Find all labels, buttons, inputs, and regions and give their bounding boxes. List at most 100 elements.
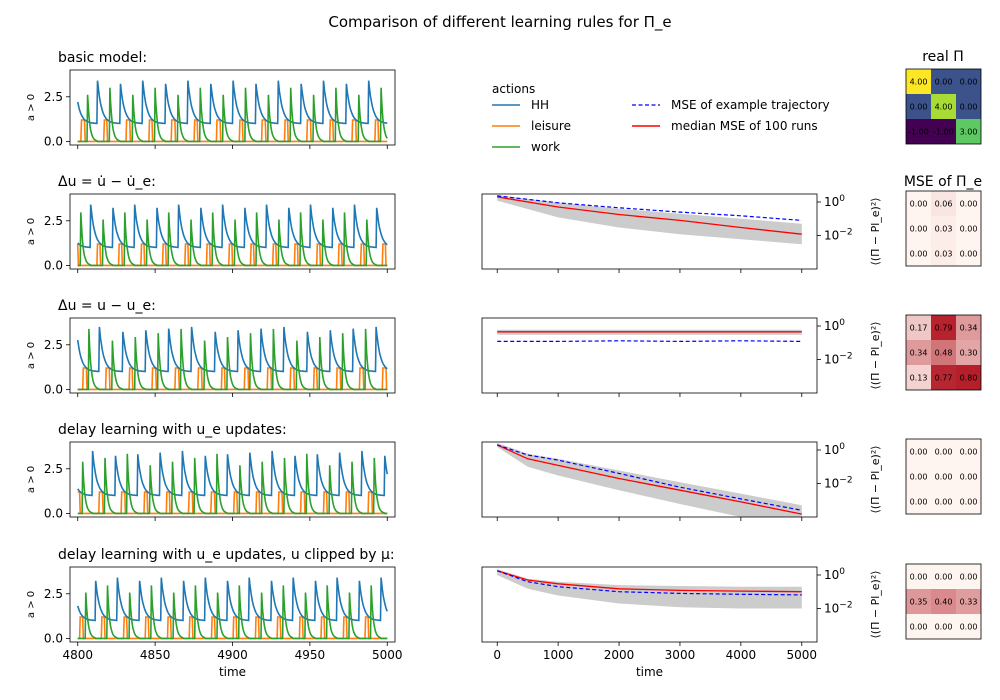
matrix-cell bbox=[931, 340, 956, 365]
series-hh bbox=[76, 326, 388, 373]
y-tick-label: 2.5 bbox=[44, 462, 63, 476]
y-axis-label: a > 0 bbox=[26, 342, 37, 369]
matrix-value: 0.48 bbox=[935, 349, 953, 358]
y-tick-label: 2.5 bbox=[44, 587, 63, 601]
series-work bbox=[77, 328, 388, 391]
matrix-value: 0.00 bbox=[910, 225, 928, 234]
activity-panel: Δu = u̇ − u̇_e: 0.0 2.5 a > 0 bbox=[26, 174, 396, 273]
series-example-mse bbox=[497, 444, 802, 511]
matrix-cell bbox=[931, 94, 956, 119]
matrix-value: 0.00 bbox=[910, 623, 928, 632]
series-median-mse bbox=[496, 444, 802, 515]
mse-matrix: 0.00 0.00 0.00 0.00 0.00 0.00 0.00 0.00 0.00 bbox=[905, 438, 982, 515]
matrix-cell bbox=[931, 614, 956, 639]
matrix-cell bbox=[956, 69, 981, 94]
matrix-cell bbox=[956, 614, 981, 639]
real-pi-title: real Π bbox=[922, 49, 964, 65]
matrix-cell bbox=[931, 315, 956, 340]
legend: actions HH leisure work MSE of example traj… bbox=[492, 82, 830, 154]
y-axis-label: ⟨(Π − Pl_e)²⟩ bbox=[869, 197, 882, 265]
matrix-cell bbox=[931, 241, 956, 266]
mse-matrix: 0.00 0.00 0.00 0.35 0.40 0.33 0.00 0.00 0.00 bbox=[905, 563, 982, 640]
series-hh bbox=[76, 577, 389, 622]
y-tick-label: 2.5 bbox=[44, 214, 63, 228]
mse-panel: 10−2 100 ⟨(Π − Pl_e)²⟩ 0 1000 2000 3000 4000 500… bbox=[481, 566, 882, 679]
mse-panel: 10−2 100 ⟨(Π − Pl_e)²⟩ bbox=[481, 441, 882, 521]
matrix-cell bbox=[906, 69, 931, 94]
x-tick-label: 5000 bbox=[372, 648, 403, 662]
y-tick-label: 0.0 bbox=[44, 631, 63, 645]
matrix-panels: 4.00 0.00 0.00 0.00 4.00 0.00 -1.00 -1.00 3.00 0.… bbox=[905, 68, 982, 640]
matrix-cell bbox=[906, 614, 931, 639]
matrix-frame bbox=[905, 438, 982, 515]
x-tick-label: 2000 bbox=[604, 648, 635, 662]
matrix-value: 0.00 bbox=[960, 200, 978, 209]
series-work bbox=[77, 212, 388, 267]
matrix-value: 0.00 bbox=[960, 448, 978, 457]
matrix-cell bbox=[906, 119, 931, 144]
matrix-value: 0.00 bbox=[960, 78, 978, 87]
matrix-cell bbox=[931, 464, 956, 489]
matrix-cell bbox=[956, 439, 981, 464]
series-median-mse bbox=[497, 570, 802, 593]
x-tick-label: 4800 bbox=[62, 648, 93, 662]
matrix-cell bbox=[906, 489, 931, 514]
activity-panels: basic model: 0.0 2.5 a > 0 Δu = u̇ − u̇_e: 0.… bbox=[26, 50, 403, 679]
matrix-value: 0.33 bbox=[960, 598, 978, 607]
matrix-value: 0.00 bbox=[960, 573, 978, 582]
y-tick-label: 10−2 bbox=[824, 475, 853, 490]
real-pi-matrix: 4.00 0.00 0.00 0.00 4.00 0.00 -1.00 -1.00 3.00 bbox=[905, 68, 982, 145]
matrix-value: 0.00 bbox=[960, 473, 978, 482]
series-median-mse bbox=[497, 196, 802, 235]
matrix-value: 0.79 bbox=[935, 324, 953, 333]
mse-band bbox=[497, 569, 802, 609]
matrix-value: 0.00 bbox=[935, 573, 953, 582]
matrix-cell bbox=[956, 119, 981, 144]
matrix-cell bbox=[906, 365, 931, 390]
legend-label: work bbox=[531, 140, 560, 154]
mse-band bbox=[497, 195, 802, 245]
matrix-value: -1.00 bbox=[933, 128, 954, 137]
matrix-cell bbox=[931, 564, 956, 589]
activity-panel: basic model: 0.0 2.5 a > 0 bbox=[26, 50, 396, 149]
legend-item: median MSE of 100 runs bbox=[632, 119, 818, 133]
series-hh bbox=[77, 204, 388, 249]
axes-frame bbox=[481, 193, 818, 270]
activity-panel: Δu = u − u_e: 0.0 2.5 a > 0 bbox=[26, 298, 396, 397]
y-tick-label: 0.0 bbox=[44, 382, 63, 396]
matrix-value: 0.00 bbox=[910, 250, 928, 259]
matrix-cell bbox=[956, 589, 981, 614]
matrix-value: 0.00 bbox=[935, 623, 953, 632]
matrix-value: 0.00 bbox=[910, 473, 928, 482]
matrix-cell bbox=[906, 464, 931, 489]
y-tick-label: 0.0 bbox=[44, 134, 63, 148]
series-leisure bbox=[77, 616, 388, 640]
matrix-value: 0.00 bbox=[960, 250, 978, 259]
panel-title: Δu = u̇ − u̇_e: bbox=[58, 174, 156, 190]
matrix-value: 0.00 bbox=[910, 448, 928, 457]
matrix-cell bbox=[956, 94, 981, 119]
y-axis-label: a > 0 bbox=[26, 591, 37, 618]
matrix-cell bbox=[956, 315, 981, 340]
x-tick-label: 4850 bbox=[140, 648, 171, 662]
y-tick-label: 10−2 bbox=[824, 227, 853, 242]
y-axis-label: a > 0 bbox=[26, 218, 37, 245]
matrix-cell bbox=[906, 315, 931, 340]
matrix-cell bbox=[956, 340, 981, 365]
matrix-cell bbox=[931, 119, 956, 144]
legend-item: work bbox=[492, 140, 560, 154]
matrix-cell bbox=[956, 241, 981, 266]
series-example-mse bbox=[497, 195, 802, 221]
matrix-value: 4.00 bbox=[910, 78, 928, 87]
matrix-cell bbox=[931, 365, 956, 390]
y-tick-label: 2.5 bbox=[44, 338, 63, 352]
matrix-cell bbox=[906, 94, 931, 119]
x-tick-label: 4000 bbox=[726, 648, 757, 662]
series-hh bbox=[77, 450, 389, 497]
matrix-value: 0.00 bbox=[935, 498, 953, 507]
y-tick-label: 100 bbox=[824, 442, 845, 457]
x-tick-label: 3000 bbox=[665, 648, 696, 662]
matrix-cell bbox=[931, 216, 956, 241]
matrix-value: 0.13 bbox=[910, 374, 928, 383]
